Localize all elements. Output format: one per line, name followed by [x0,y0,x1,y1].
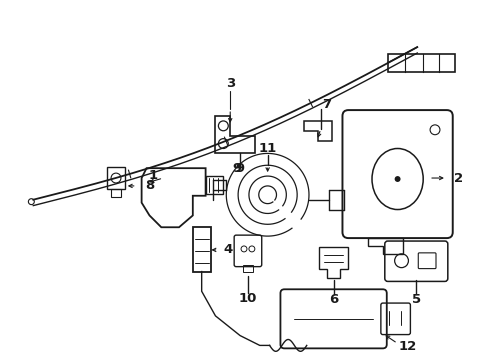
Text: 9: 9 [235,162,244,175]
Bar [192,227,210,271]
Text: 8: 8 [144,179,154,192]
Text: 2: 2 [453,171,462,185]
Text: 12: 12 [398,340,416,353]
Bar [243,265,252,271]
Bar [387,54,454,72]
Text: 7: 7 [322,98,330,111]
Bar [111,189,121,197]
Text: 9: 9 [232,162,241,175]
Circle shape [394,176,400,182]
Text: 11: 11 [258,142,276,155]
Text: 3: 3 [225,77,234,90]
Text: 10: 10 [238,292,257,305]
Text: 5: 5 [411,293,420,306]
Bar [107,167,124,189]
Text: 6: 6 [328,293,338,306]
Text: 4: 4 [223,243,232,256]
Text: 1: 1 [148,168,158,181]
Bar [205,176,223,194]
